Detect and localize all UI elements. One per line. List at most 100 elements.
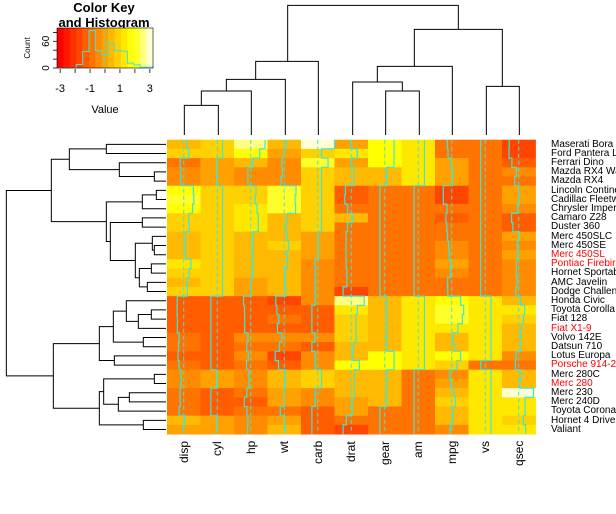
row-label: Cadillac Fleetwood xyxy=(551,193,616,205)
heatmap-cell xyxy=(200,406,235,417)
heatmap-cell xyxy=(502,378,536,389)
heatmap-cell xyxy=(267,259,302,269)
heatmap-cell xyxy=(301,139,335,150)
row-label: Merc 230 xyxy=(551,386,593,398)
heatmap-cell xyxy=(301,351,335,361)
heatmap-cell xyxy=(368,351,402,361)
heatmap-cell xyxy=(301,259,335,269)
key-x-tick-label: 1 xyxy=(117,83,123,95)
heatmap-cell xyxy=(368,406,402,417)
key-x-tick-label: 3 xyxy=(147,83,153,95)
heatmap-cell xyxy=(267,378,302,389)
heatmap-cell xyxy=(401,176,436,187)
heatmap-cell xyxy=(502,139,536,150)
heatmap-cell xyxy=(200,314,235,325)
row-label: Ford Pantera L xyxy=(551,147,616,159)
heatmap-cell xyxy=(267,351,302,361)
heatmap-cell xyxy=(468,286,503,297)
heatmap-cell xyxy=(334,406,369,417)
key-color-band xyxy=(76,28,83,68)
column-label: am xyxy=(411,441,426,458)
key-color-band xyxy=(82,28,90,68)
key-y-tick-label: 0 xyxy=(41,65,52,71)
heatmap-cell xyxy=(401,342,436,352)
key-frame xyxy=(56,27,154,69)
heatmap-cell xyxy=(435,351,469,361)
heatmap-cell xyxy=(234,176,268,187)
key-x-tick-label: -3 xyxy=(55,83,65,95)
heatmap-cell xyxy=(334,342,369,352)
heatmap-cell xyxy=(468,176,503,187)
heatmap-cell xyxy=(167,259,201,269)
heatmap-cell xyxy=(234,323,268,334)
row-label: Toyota Corona xyxy=(551,405,616,417)
heatmap-cell xyxy=(502,323,536,334)
heatmap-cell xyxy=(200,378,235,389)
heatmap-cell xyxy=(234,314,268,325)
heatmap-cell xyxy=(468,231,503,242)
heatmap-cell xyxy=(301,167,335,177)
heatmap-cell xyxy=(267,314,302,325)
row-label: Datsun 710 xyxy=(551,340,603,352)
row-label: Fiat 128 xyxy=(551,313,588,325)
key-color-band xyxy=(133,28,141,68)
heatmap-cell xyxy=(200,323,235,334)
key-color-band xyxy=(69,28,77,68)
heatmap-cell xyxy=(502,259,536,269)
heatmap-cell xyxy=(301,176,335,187)
key-color-band xyxy=(140,28,147,68)
heatmap-cell xyxy=(401,204,436,214)
heatmap-cell xyxy=(468,351,503,361)
trace-line-hp xyxy=(242,139,266,435)
heatmap-cell xyxy=(301,378,335,389)
heatmap-cell xyxy=(468,323,503,334)
heatmap-cell xyxy=(401,323,436,334)
heatmap-cell xyxy=(334,167,369,177)
heatmap-cell xyxy=(502,342,536,352)
heatmap-cell xyxy=(334,231,369,242)
row-label: Hornet Sportabout xyxy=(551,267,616,279)
heatmap-cell xyxy=(502,351,536,361)
row-label: Merc 450SLC xyxy=(551,230,613,242)
heatmap-cell xyxy=(167,139,201,150)
row-label: Fiat X1-9 xyxy=(551,322,592,334)
key-color-band xyxy=(57,28,64,68)
heatmap-cell xyxy=(167,167,201,177)
heatmap-cell xyxy=(234,259,268,269)
heatmap-cell xyxy=(234,406,268,417)
heatmap-cell xyxy=(267,231,302,242)
heatmap-cell xyxy=(200,286,235,297)
row-label: Merc 280C xyxy=(551,368,600,380)
heatmap-cell xyxy=(368,204,402,214)
key-title-line1: Color Key xyxy=(73,0,135,15)
heatmap-cell xyxy=(200,176,235,187)
heatmap-cell xyxy=(334,176,369,187)
trace-line-gear xyxy=(379,139,395,435)
heatmap-cell xyxy=(234,204,268,214)
row-label: Toyota Corolla xyxy=(551,304,615,316)
heatmap-cell xyxy=(167,351,201,361)
column-label: cyl xyxy=(210,441,225,456)
row-label: Valiant xyxy=(551,423,581,435)
key-xlabel: Value xyxy=(91,104,118,116)
column-label: disp xyxy=(176,441,191,464)
row-label: Mazda RX4 Wag xyxy=(551,166,616,178)
key-y-tick-label: 60 xyxy=(41,35,52,47)
column-label: hp xyxy=(243,441,258,455)
heatmap-cell xyxy=(267,167,302,177)
heatmap-cell xyxy=(368,167,402,177)
heatmap-cell xyxy=(468,342,503,352)
heatmap-cell xyxy=(200,139,235,150)
heatmap-cell xyxy=(267,139,302,150)
trace-line-mpg xyxy=(442,139,465,435)
key-histogram xyxy=(57,30,154,69)
heatmap-cell xyxy=(368,259,402,269)
trace-line-wt xyxy=(274,139,297,435)
heatmap-cell xyxy=(301,204,335,214)
heatmap-cell xyxy=(200,231,235,242)
row-label: Duster 360 xyxy=(551,221,600,233)
trace-line-drat xyxy=(342,139,365,435)
heatmap-cell xyxy=(435,286,469,297)
heatmap-cell xyxy=(401,231,436,242)
row-label: Honda Civic xyxy=(551,294,605,306)
